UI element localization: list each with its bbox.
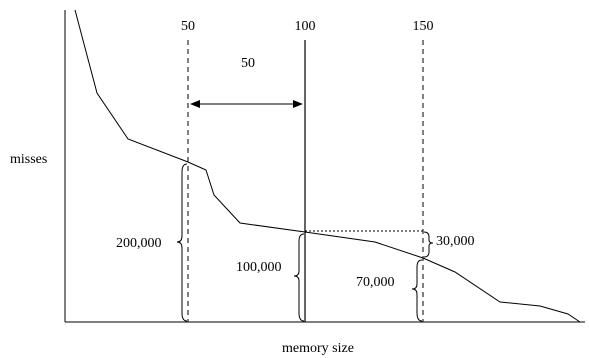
brace-label-200000: 200,000 xyxy=(116,236,162,251)
brace-label-70000: 70,000 xyxy=(356,275,395,290)
x-axis-label: memory size xyxy=(282,341,354,356)
brace-70000 xyxy=(411,259,423,322)
span-arrow xyxy=(190,100,303,108)
brace-label-30000: 30,000 xyxy=(436,234,475,249)
brace-label-100000: 100,000 xyxy=(236,260,282,275)
brace-200000 xyxy=(176,163,188,322)
marker-label-50: 50 xyxy=(181,19,195,34)
marker-label-150: 150 xyxy=(413,19,434,34)
brace-100000 xyxy=(293,233,305,322)
marker-label-100: 100 xyxy=(295,19,316,34)
brace-30000 xyxy=(423,231,434,258)
miss-curve xyxy=(74,9,581,323)
y-axis-label: misses xyxy=(10,152,47,167)
span-label: 50 xyxy=(241,56,255,71)
